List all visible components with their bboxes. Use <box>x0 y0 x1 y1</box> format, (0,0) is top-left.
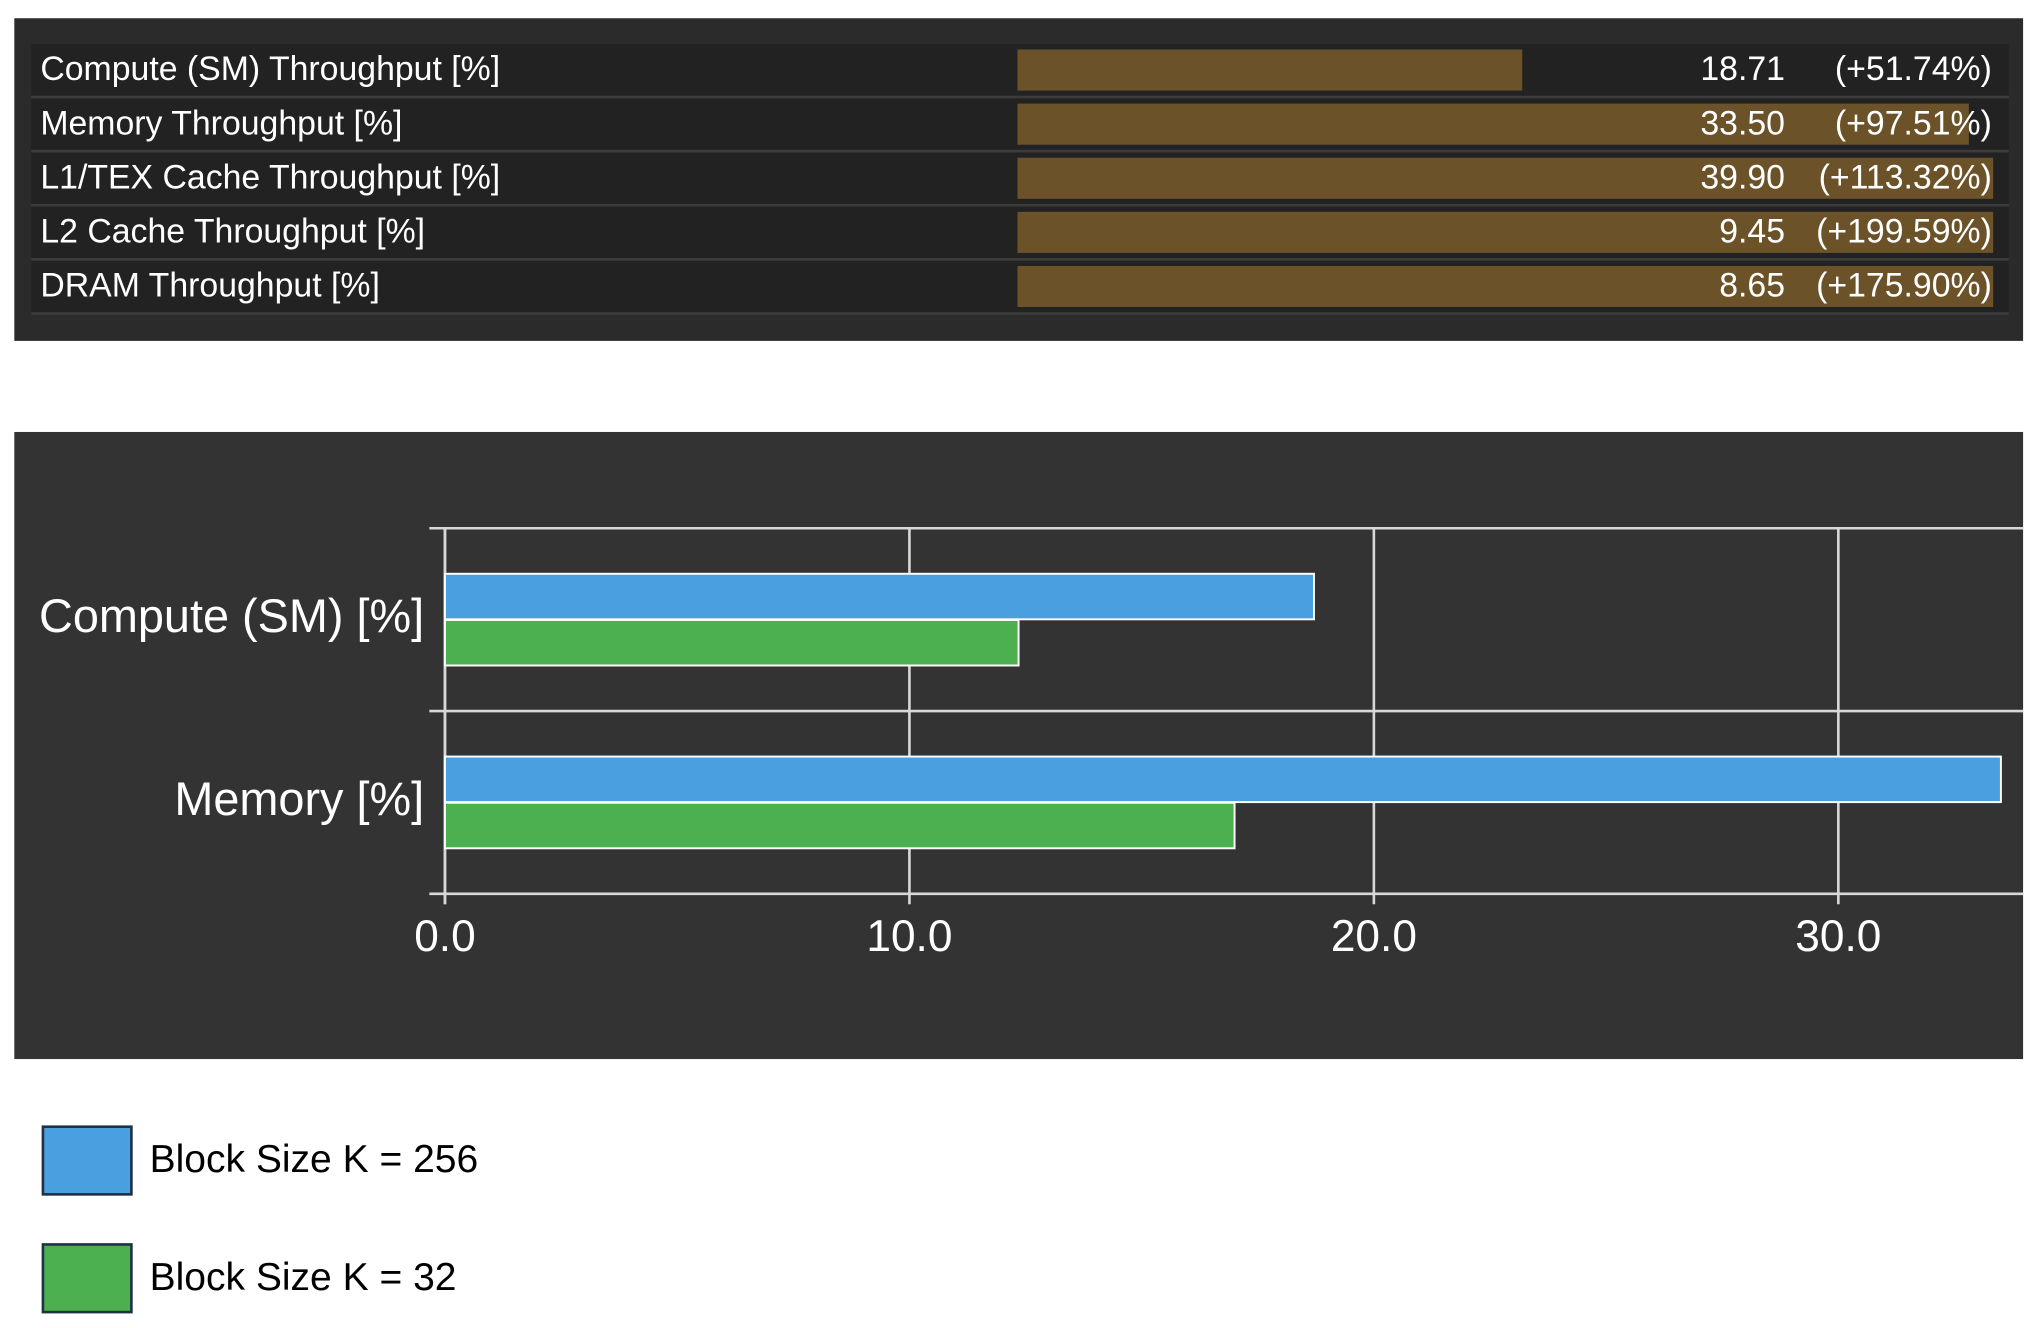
x-tick-label: 30.0 <box>1795 912 1881 961</box>
metric-change: (+175.90%) <box>1816 267 1992 305</box>
metric-change: (+199.59%) <box>1816 213 1992 251</box>
metric-change: (+51.74%) <box>1835 50 1992 88</box>
x-tick-label: 20.0 <box>1331 912 1417 961</box>
metric-label: DRAM Throughput [%] <box>40 267 380 305</box>
metric-label: L1/TEX Cache Throughput [%] <box>40 159 500 197</box>
chart-panel <box>14 431 2024 1060</box>
change-bar <box>1017 103 1969 145</box>
metric-change: (+97.51%) <box>1835 104 1992 142</box>
metric-value: 39.90 <box>1700 159 1785 197</box>
metric-change: (+113.32%) <box>1819 159 1992 197</box>
metric-label: Memory Throughput [%] <box>40 104 402 142</box>
legend-label: Block Size K = 32 <box>150 1256 457 1299</box>
bar <box>443 572 1315 621</box>
bar <box>443 755 2002 804</box>
change-bar <box>1017 265 1994 308</box>
metric-label: L2 Cache Throughput [%] <box>40 213 425 251</box>
legend-swatch <box>41 1243 133 1314</box>
y-tick-label: Compute (SM) [%] <box>39 590 424 642</box>
metric-value: 9.45 <box>1719 213 1785 251</box>
metric-value: 33.50 <box>1700 104 1785 142</box>
change-bar <box>1017 49 1523 91</box>
bar <box>443 618 1020 667</box>
legend-label: Block Size K = 256 <box>150 1138 479 1181</box>
x-tick-label: 10.0 <box>866 912 952 961</box>
y-tick-label: Memory [%] <box>174 773 424 825</box>
change-bar <box>1017 211 1994 253</box>
change-bar <box>1017 157 1994 199</box>
metric-value: 18.71 <box>1700 50 1785 88</box>
legend-swatch <box>41 1125 133 1196</box>
metric-value: 8.65 <box>1719 267 1785 305</box>
x-tick-label: 0.0 <box>414 912 475 961</box>
bar <box>443 801 1236 850</box>
metric-label: Compute (SM) Throughput [%] <box>40 50 500 88</box>
